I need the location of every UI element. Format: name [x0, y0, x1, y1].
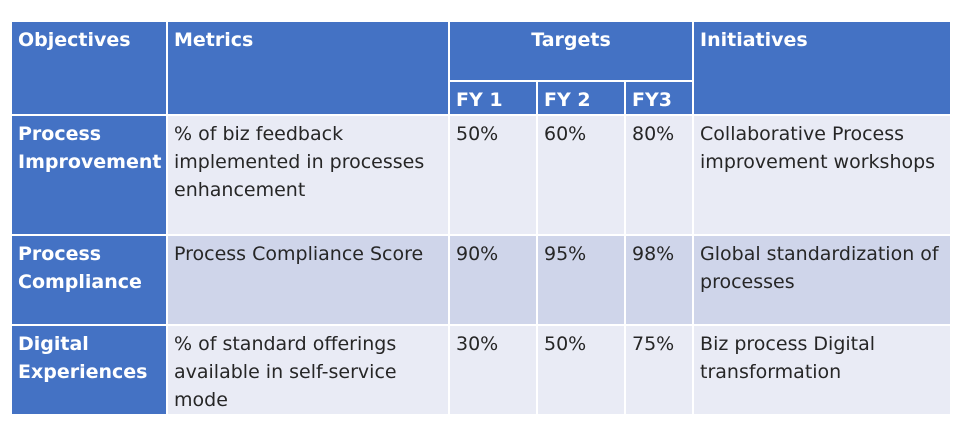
targets-header: Targets [447, 20, 695, 82]
initiatives-header: Initiatives [692, 20, 953, 116]
table-body: Process Improvement % of biz feedback im… [10, 114, 953, 416]
objective-cell: Process Improvement [10, 114, 168, 236]
objective-cell: Process Compliance [10, 234, 168, 326]
fy3-cell: 80% [623, 114, 695, 236]
table-row: Digital Experiences % of standard offeri… [10, 324, 953, 416]
fy3-cell: 75% [623, 324, 695, 416]
metric-cell: % of biz feedback implemented in process… [166, 114, 450, 236]
fy1-header: FY 1 [448, 80, 538, 116]
objective-cell: Digital Experiences [10, 324, 168, 416]
initiative-cell: Biz process Digital transformation [692, 324, 953, 416]
fy3-cell: 98% [623, 234, 695, 326]
initiative-cell: Collaborative Process improvement worksh… [692, 114, 953, 236]
scorecard-table: Objectives Metrics Targets Initiatives F… [10, 20, 953, 416]
header-subrow: FY 1 FY 2 FY3 [11, 80, 951, 116]
table-row: Process Compliance Process Compliance Sc… [10, 234, 953, 326]
fy1-cell: 30% [448, 324, 538, 416]
initiative-cell: Global standardization of processes [692, 234, 953, 326]
fy3-header: FY3 [623, 80, 695, 116]
fy2-cell: 95% [536, 234, 626, 326]
header-row: Objectives Metrics Targets Initiatives [10, 20, 953, 116]
table-row: Process Improvement % of biz feedback im… [10, 114, 953, 236]
fy1-cell: 50% [448, 114, 538, 236]
metric-cell: % of standard offerings available in sel… [166, 324, 450, 416]
fy2-cell: 50% [536, 324, 626, 416]
fy2-cell: 60% [536, 114, 626, 236]
table-header: Objectives Metrics Targets Initiatives F… [10, 20, 953, 116]
fy1-cell: 90% [448, 234, 538, 326]
objectives-header: Objectives [10, 20, 168, 116]
fy2-header: FY 2 [536, 80, 626, 116]
metrics-header: Metrics [166, 20, 450, 116]
metric-cell: Process Compliance Score [166, 234, 450, 326]
